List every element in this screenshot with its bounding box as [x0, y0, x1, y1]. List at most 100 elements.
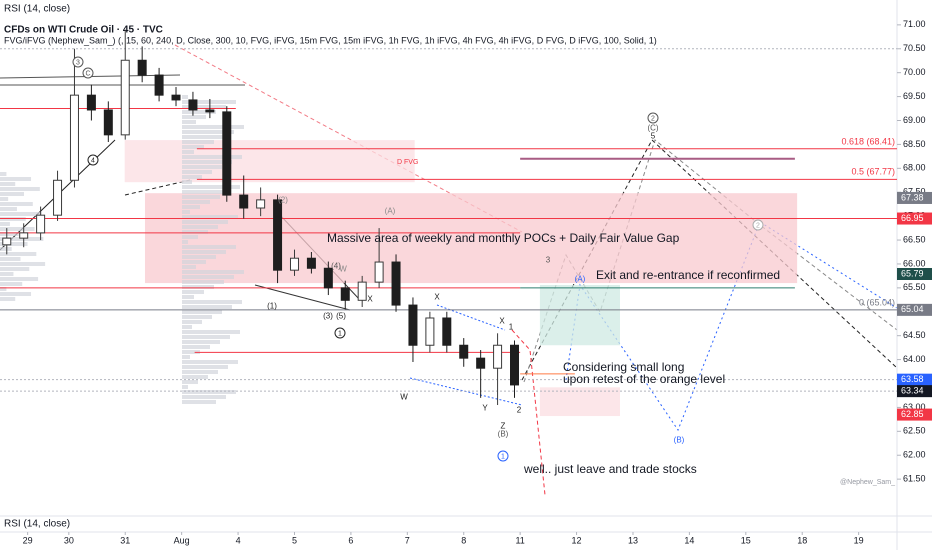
volume-profile	[182, 200, 210, 204]
volume-profile	[182, 180, 192, 184]
x-tick-label: 30	[64, 535, 74, 545]
volume-profile	[182, 275, 234, 279]
x-tick-label: 31	[120, 535, 130, 545]
price-badge-label: 63.58	[901, 374, 924, 384]
volume-profile	[182, 330, 240, 334]
pane-label: RSI (14, close)	[4, 4, 70, 15]
annotation: 0.5 (67.77)	[851, 166, 895, 176]
volume-profile	[182, 350, 200, 354]
volume-profile	[0, 232, 19, 236]
volume-profile	[182, 225, 218, 229]
x-tick-label: 11	[515, 535, 524, 545]
wave-label: 5	[651, 132, 656, 141]
projection	[565, 221, 898, 432]
volume-profile	[182, 295, 194, 299]
price-badge	[897, 373, 932, 386]
x-tick-label: 4	[236, 535, 241, 545]
volume-profile	[182, 120, 196, 124]
candle-body	[69, 94, 79, 181]
candle-body	[171, 94, 181, 101]
candle-body	[103, 109, 113, 136]
candle-body	[340, 287, 350, 301]
volume-profile	[182, 270, 244, 274]
volume-profile	[0, 297, 16, 301]
wave-label: C	[85, 70, 90, 77]
y-tick-label: 70.00	[903, 67, 926, 77]
volume-profile	[182, 165, 222, 169]
volume-profile	[182, 240, 188, 244]
volume-profile	[0, 207, 17, 211]
price-badge-label: 65.04	[901, 304, 924, 314]
volume-profile	[0, 172, 7, 176]
candle-body	[374, 261, 384, 283]
wave-label: W	[339, 265, 347, 274]
volume-profile	[0, 192, 24, 196]
volume-profile	[182, 170, 212, 174]
y-tick-label: 68.50	[903, 139, 926, 149]
wave-label: (B)	[498, 430, 509, 439]
annotation: D FVG	[397, 159, 418, 166]
price-badge-label: 66.95	[901, 213, 924, 223]
wave-label: 2	[756, 222, 760, 229]
wave-label: 2	[517, 406, 522, 415]
candle-body	[86, 94, 96, 111]
volume-profile	[182, 105, 226, 109]
volume-profile	[182, 190, 230, 194]
volume-profile	[182, 155, 242, 159]
y-tick-label: 66.00	[903, 258, 926, 268]
wave-circle	[87, 154, 99, 166]
candle-body	[239, 194, 249, 209]
volume-profile	[182, 245, 236, 249]
candle-body	[273, 199, 283, 271]
volume-profile	[182, 195, 220, 199]
trend-line	[174, 44, 523, 233]
wave-label: (A)	[385, 207, 396, 216]
volume-profile	[182, 305, 232, 309]
wave-label: 1	[501, 453, 505, 460]
wave-label: (4)	[331, 262, 341, 271]
y-tick-label: 62.00	[903, 450, 926, 460]
candle-body	[2, 237, 12, 246]
wave-label: 3	[546, 256, 551, 265]
trend-line	[254, 284, 351, 311]
wave-label: (1)	[267, 302, 277, 311]
volume-profile	[182, 220, 228, 224]
price-badge	[897, 408, 932, 421]
annotation: Exit and re-entrance if reconfirmed	[596, 268, 780, 282]
x-tick-label: 29	[23, 535, 33, 545]
volume-profile	[0, 247, 12, 251]
price-badge	[897, 191, 932, 204]
wave-label: 3	[76, 59, 80, 66]
volume-profile	[182, 390, 236, 394]
annotation: well.. just leave and trade stocks	[523, 462, 697, 476]
candle-body	[120, 59, 130, 136]
volume-profile	[0, 212, 42, 216]
channel-line	[436, 304, 506, 331]
candle-body	[476, 357, 486, 369]
price-badge-label: 67.38	[901, 192, 924, 202]
y-tick-label: 65.50	[903, 282, 926, 292]
price-badge	[897, 385, 932, 398]
volume-profile	[182, 375, 208, 379]
y-tick-label: 68.00	[903, 163, 926, 173]
volume-profile	[182, 385, 188, 389]
x-tick-label: 8	[461, 535, 466, 545]
price-badge-label: 65.79	[901, 268, 924, 278]
candle-body	[289, 257, 299, 271]
volume-profile	[182, 230, 208, 234]
wave-circle	[72, 56, 84, 68]
volume-profile	[182, 100, 236, 104]
y-tick-label: 62.50	[903, 426, 926, 436]
wave-circle	[497, 450, 509, 462]
candle-body	[36, 214, 46, 234]
volume-profile	[182, 160, 232, 164]
x-tick-label: 12	[572, 535, 582, 545]
volume-profile	[0, 187, 40, 191]
candle-body	[408, 304, 418, 346]
annotation: 0 (65.04)	[859, 297, 895, 307]
volume-profile	[182, 395, 226, 399]
x-tick-label: 18	[797, 535, 807, 545]
x-tick-label: 7	[405, 535, 410, 545]
